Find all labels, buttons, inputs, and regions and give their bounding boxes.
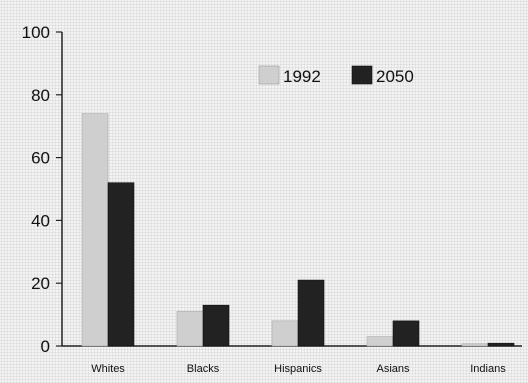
bar-1992-asians — [366, 336, 394, 347]
legend: 1992 2050 — [258, 65, 414, 86]
y-tick-label: 60 — [31, 149, 50, 168]
x-tick-label: Blacks — [187, 363, 220, 375]
x-tick-label: Hispanics — [274, 363, 322, 375]
legend-label-2050: 2050 — [376, 67, 414, 86]
y-tick-label: 40 — [31, 211, 50, 230]
x-tick-label: Whites — [91, 363, 125, 375]
bar-1992-indians — [461, 343, 489, 347]
x-tick-label: Indians — [470, 363, 506, 375]
legend-label-1992: 1992 — [283, 67, 321, 86]
legend-swatch-1992 — [258, 65, 280, 85]
bar-1992-blacks — [176, 311, 204, 347]
y-axis: 0 20 40 60 80 100 — [22, 23, 63, 356]
bars — [81, 113, 515, 347]
bar-2050-whites — [107, 182, 135, 347]
bar-1992-hispanics — [271, 320, 299, 347]
legend-swatch-2050 — [351, 65, 373, 85]
bar-1992-whites — [81, 113, 109, 347]
y-tick-label: 0 — [41, 337, 50, 356]
bar-2050-blacks — [202, 304, 230, 347]
y-tick-label: 20 — [31, 274, 50, 293]
bar-2050-asians — [392, 320, 420, 347]
x-tick-label: Asians — [376, 363, 410, 375]
bar-2050-hispanics — [297, 279, 325, 347]
bar-2050-indians — [487, 342, 515, 347]
x-axis: Whites Blacks Hispanics Asians Indians — [62, 345, 522, 375]
y-tick-label: 80 — [31, 86, 50, 105]
y-tick-label: 100 — [22, 23, 50, 42]
